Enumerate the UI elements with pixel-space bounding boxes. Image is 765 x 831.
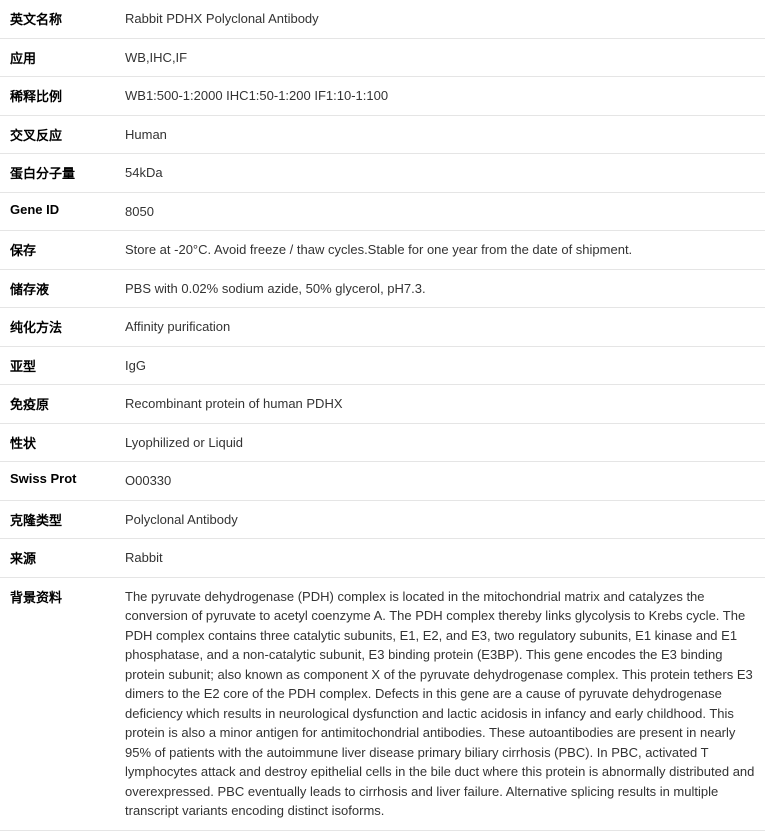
row-value: 54kDa [115,154,765,193]
row-value: Polyclonal Antibody [115,500,765,539]
row-label: 英文名称 [0,0,115,38]
row-label: 亚型 [0,346,115,385]
table-row: 性状 Lyophilized or Liquid [0,423,765,462]
row-value: 8050 [115,192,765,231]
table-row: Swiss Prot O00330 [0,462,765,501]
row-value: Affinity purification [115,308,765,347]
row-label: 性状 [0,423,115,462]
table-row: 蛋白分子量 54kDa [0,154,765,193]
row-value: WB1:500-1:2000 IHC1:50-1:200 IF1:10-1:10… [115,77,765,116]
row-label: 克隆类型 [0,500,115,539]
table-row: 纯化方法 Affinity purification [0,308,765,347]
row-value: Recombinant protein of human PDHX [115,385,765,424]
row-label: Swiss Prot [0,462,115,501]
table-row: 储存液 PBS with 0.02% sodium azide, 50% gly… [0,269,765,308]
row-label: 应用 [0,38,115,77]
row-value: Rabbit [115,539,765,578]
row-value: PBS with 0.02% sodium azide, 50% glycero… [115,269,765,308]
table-row: 背景资料 The pyruvate dehydrogenase (PDH) co… [0,577,765,830]
row-label: 蛋白分子量 [0,154,115,193]
row-label: 来源 [0,539,115,578]
row-value: O00330 [115,462,765,501]
row-value: Rabbit PDHX Polyclonal Antibody [115,0,765,38]
row-label: 保存 [0,231,115,270]
spec-table: 英文名称 Rabbit PDHX Polyclonal Antibody 应用 … [0,0,765,831]
row-label: 背景资料 [0,577,115,830]
table-row: Gene ID 8050 [0,192,765,231]
row-label: 储存液 [0,269,115,308]
row-value: Lyophilized or Liquid [115,423,765,462]
spec-table-body: 英文名称 Rabbit PDHX Polyclonal Antibody 应用 … [0,0,765,830]
table-row: 英文名称 Rabbit PDHX Polyclonal Antibody [0,0,765,38]
row-label: 交叉反应 [0,115,115,154]
table-row: 应用 WB,IHC,IF [0,38,765,77]
row-label: 免疫原 [0,385,115,424]
row-value: The pyruvate dehydrogenase (PDH) complex… [115,577,765,830]
row-label: 纯化方法 [0,308,115,347]
row-value: IgG [115,346,765,385]
row-value: Store at -20°C. Avoid freeze / thaw cycl… [115,231,765,270]
table-row: 亚型 IgG [0,346,765,385]
table-row: 克隆类型 Polyclonal Antibody [0,500,765,539]
table-row: 保存 Store at -20°C. Avoid freeze / thaw c… [0,231,765,270]
row-label: Gene ID [0,192,115,231]
row-value: WB,IHC,IF [115,38,765,77]
row-value: Human [115,115,765,154]
row-label: 稀释比例 [0,77,115,116]
table-row: 稀释比例 WB1:500-1:2000 IHC1:50-1:200 IF1:10… [0,77,765,116]
table-row: 交叉反应 Human [0,115,765,154]
table-row: 来源 Rabbit [0,539,765,578]
table-row: 免疫原 Recombinant protein of human PDHX [0,385,765,424]
